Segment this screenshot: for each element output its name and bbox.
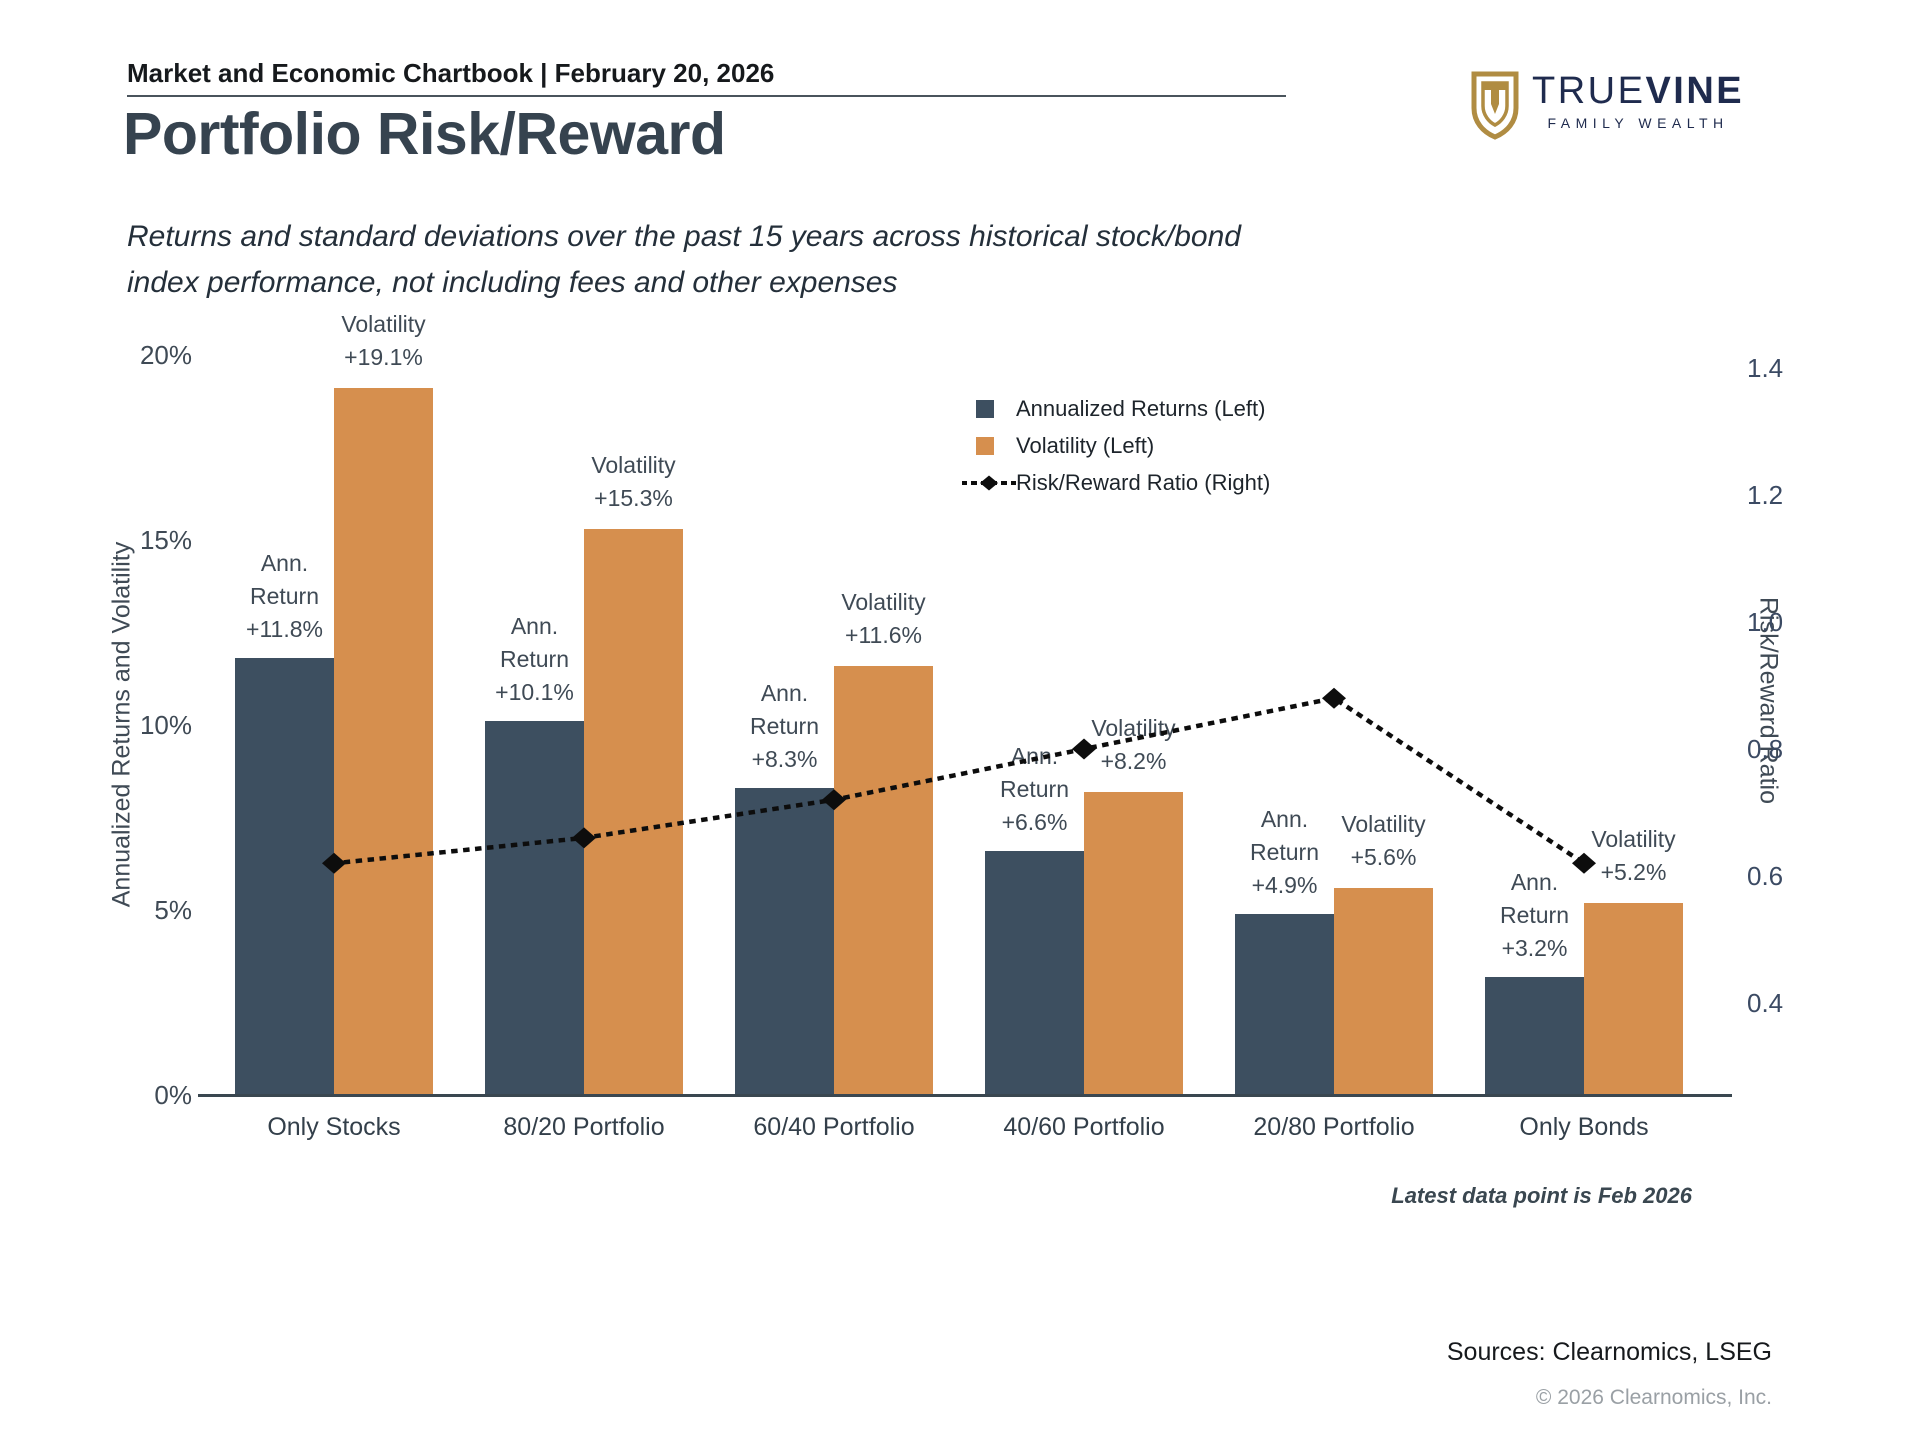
category-label: 80/20 Portfolio: [503, 1113, 665, 1141]
volatility-value-label: Volatility +19.1%: [341, 311, 426, 371]
category-label: 20/80 Portfolio: [1253, 1113, 1415, 1141]
volatility-value-label: Volatility +11.6%: [841, 588, 926, 648]
left-axis-tick: 10%: [139, 710, 192, 740]
chartbook-header: Market and Economic Chartbook | February…: [127, 58, 775, 88]
legend-item-annualized-returns: Annualized Returns (Left): [962, 390, 1270, 427]
return-value-label: Ann. Return +4.9%: [1249, 805, 1320, 898]
return-bar: [485, 721, 584, 1095]
return-bar: [1235, 913, 1334, 1095]
volatility-value-label: Volatility +15.3%: [591, 451, 676, 511]
legend-label: Volatility (Left): [1016, 432, 1155, 458]
left-axis-tick: 20%: [139, 340, 192, 370]
shield-icon: [1471, 71, 1519, 140]
page-title: Portfolio Risk/Reward: [123, 101, 726, 167]
right-axis-tick: 0.6: [1747, 861, 1784, 891]
diamond-marker: [1572, 852, 1596, 874]
left-axis-tick: 15%: [139, 525, 192, 555]
right-axis-tick: 1.2: [1747, 480, 1784, 510]
sources-line: Sources: Clearnomics, LSEG: [1446, 1338, 1772, 1366]
return-bar: [1485, 976, 1584, 1095]
right-axis-tick: 0.4: [1747, 988, 1784, 1018]
chart-legend: Annualized Returns (Left) Volatility (Le…: [962, 390, 1270, 501]
volatility-bar: [834, 665, 933, 1095]
category-label: 40/60 Portfolio: [1003, 1113, 1165, 1141]
volatility-value-label: Volatility +8.2%: [1091, 714, 1176, 774]
return-bar: [985, 850, 1084, 1095]
return-value-label: Ann. Return +8.3%: [749, 679, 820, 772]
right-axis-tick: 0.8: [1747, 734, 1784, 764]
left-axis-tick: 5%: [154, 895, 192, 925]
header-divider: [127, 95, 1286, 97]
brand-name-bold: VINE: [1645, 70, 1745, 112]
subtitle-line-2: index performance, not including fees an…: [127, 266, 898, 299]
diamond-marker: [1322, 687, 1346, 709]
copyright-line: © 2026 Clearnomics, Inc.: [1535, 1386, 1772, 1409]
returns-swatch-icon: [976, 399, 994, 418]
brand-name-regular: TRUE: [1532, 70, 1646, 112]
category-label: Only Bonds: [1519, 1113, 1649, 1141]
volatility-value-label: Volatility +5.6%: [1341, 810, 1426, 870]
page-subtitle: Returns and standard deviations over the…: [127, 214, 1241, 306]
volatility-swatch-icon: [976, 436, 994, 455]
category-label: 60/40 Portfolio: [753, 1113, 915, 1141]
diamond-marker: [322, 852, 346, 874]
volatility-bar: [334, 388, 433, 1095]
return-value-label: Ann. Return +11.8%: [246, 550, 323, 643]
volatility-bar: [1084, 791, 1183, 1095]
legend-label: Risk/Reward Ratio (Right): [1016, 469, 1271, 495]
diamond-marker: [1072, 738, 1096, 760]
subtitle-line-1: Returns and standard deviations over the…: [127, 220, 1241, 253]
right-axis-tick: 1.4: [1747, 353, 1784, 383]
volatility-bar: [584, 528, 683, 1095]
category-label: Only Stocks: [267, 1113, 401, 1141]
volatility-value-label: Volatility +5.2%: [1591, 825, 1676, 885]
return-value-label: Ann. Return +3.2%: [1499, 868, 1570, 961]
legend-item-risk-reward: Risk/Reward Ratio (Right): [962, 464, 1270, 501]
brand-name: TRUEVINE: [1532, 70, 1744, 112]
return-value-label: Ann. Return +6.6%: [999, 742, 1070, 835]
return-bar: [235, 658, 334, 1095]
diamond-marker: [822, 789, 846, 811]
left-axis-tick: 0%: [154, 1080, 192, 1110]
right-axis-tick: 1.0: [1747, 607, 1784, 637]
legend-label: Annualized Returns (Left): [1016, 395, 1266, 421]
brand-tagline: FAMILY WEALTH: [1547, 115, 1729, 131]
legend-item-volatility: Volatility (Left): [962, 427, 1270, 464]
x-axis-line: [198, 1094, 1732, 1097]
latest-data-note: Latest data point is Feb 2026: [1391, 1183, 1692, 1208]
truevine-logo: TRUEVINE FAMILY WEALTH: [1470, 70, 1744, 140]
return-bar: [735, 787, 834, 1095]
volatility-bar: [1334, 887, 1433, 1095]
volatility-bar: [1584, 902, 1683, 1095]
return-value-label: Ann. Return +10.1%: [495, 613, 574, 706]
diamond-marker: [572, 827, 596, 849]
logo-text: TRUEVINE FAMILY WEALTH: [1532, 70, 1744, 131]
dotted-diamond-line-icon: [962, 475, 1016, 490]
